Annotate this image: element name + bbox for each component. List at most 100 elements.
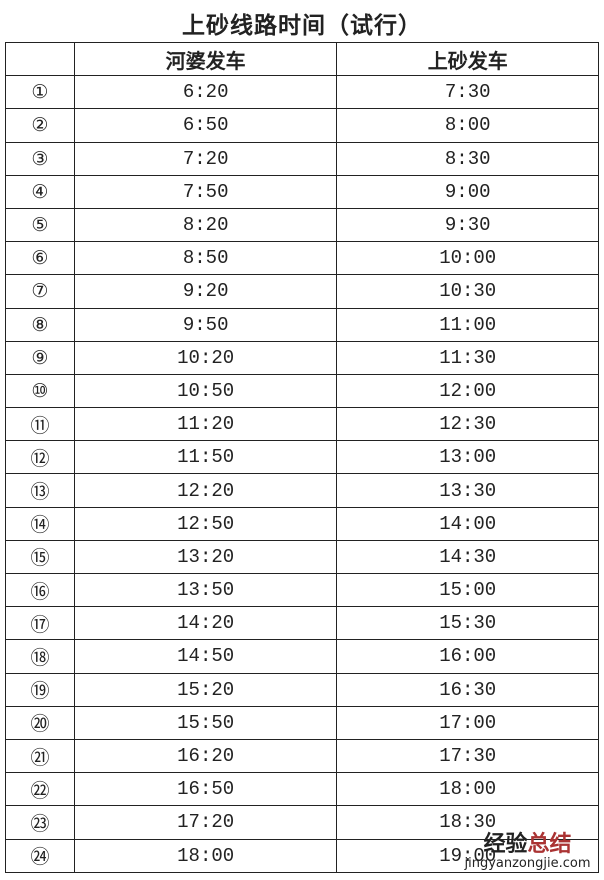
row-index: ⑥ [5, 241, 75, 276]
row-index: ⑦ [5, 274, 75, 309]
row-index: ⑱ [5, 639, 75, 674]
hepo-departure-time: 10:50 [73, 373, 338, 409]
shangsha-departure-time: 8:00 [336, 108, 599, 143]
row-index: ⑤ [5, 207, 75, 243]
hepo-departure-time: 15:20 [73, 672, 338, 707]
row-index: ⑮ [5, 539, 75, 575]
row-index: ② [5, 108, 75, 143]
hepo-departure-time: 7:20 [73, 141, 338, 176]
row-index: ⑫ [5, 440, 75, 475]
row-index: ㉓ [5, 805, 75, 840]
shangsha-departure-time: 10:00 [336, 241, 599, 276]
row-index: ⑧ [5, 307, 75, 342]
row-index: ⑲ [5, 672, 75, 707]
table-row: ③ 7:20 8:30 [5, 141, 599, 176]
shangsha-departure-time: 14:30 [336, 539, 599, 575]
header-hepo-departure: 河婆发车 [73, 41, 338, 77]
row-index: ⑭ [5, 506, 75, 541]
row-index: ⑨ [5, 340, 75, 375]
shangsha-departure-time: 14:00 [336, 506, 599, 541]
shangsha-departure-time: 11:00 [336, 307, 599, 342]
shangsha-departure-time: 18:30 [336, 805, 599, 840]
hepo-departure-time: 9:20 [73, 274, 338, 309]
shangsha-departure-time: 12:30 [336, 407, 599, 442]
table-row: ㉔ 18:00 19:00 [5, 838, 599, 873]
row-index: ⑳ [5, 705, 75, 740]
hepo-departure-time: 14:50 [73, 639, 338, 674]
hepo-departure-time: 18:00 [73, 838, 338, 873]
hepo-departure-time: 11:20 [73, 407, 338, 442]
table-row: ⑥ 8:50 10:00 [5, 241, 599, 276]
header-shangsha-departure: 上砂发车 [336, 41, 599, 77]
table-row: ② 6:50 8:00 [5, 108, 599, 143]
table-row: ⑰ 14:20 15:30 [5, 606, 599, 641]
row-index: ⑰ [5, 606, 75, 641]
shangsha-departure-time: 17:00 [336, 705, 599, 740]
hepo-departure-time: 16:50 [73, 772, 338, 807]
row-index: ㉔ [5, 838, 75, 873]
shangsha-departure-time: 13:30 [336, 473, 599, 508]
hepo-departure-time: 13:20 [73, 539, 338, 575]
row-index: ⑬ [5, 473, 75, 508]
shangsha-departure-time: 15:30 [336, 606, 599, 641]
row-index: ① [5, 75, 75, 110]
hepo-departure-time: 14:20 [73, 606, 338, 641]
table-row: ① 6:20 7:30 [5, 75, 599, 110]
hepo-departure-time: 9:50 [73, 307, 338, 342]
shangsha-departure-time: 9:30 [336, 207, 599, 243]
hepo-departure-time: 6:50 [73, 108, 338, 143]
table-row: ⑱ 14:50 16:00 [5, 639, 599, 674]
table-row: ⑨ 10:20 11:30 [5, 340, 599, 375]
table-row: ④ 7:50 9:00 [5, 174, 599, 209]
shangsha-departure-time: 19:00 [336, 838, 599, 873]
hepo-departure-time: 12:20 [73, 473, 338, 508]
shangsha-departure-time: 15:00 [336, 572, 599, 608]
shangsha-departure-time: 16:30 [336, 672, 599, 707]
hepo-departure-time: 13:50 [73, 572, 338, 608]
hepo-departure-time: 10:20 [73, 340, 338, 375]
shangsha-departure-time: 9:00 [336, 174, 599, 209]
table-row: ㉓ 17:20 18:30 [5, 805, 599, 840]
header-row: 河婆发车 上砂发车 [5, 41, 599, 77]
row-index: ㉒ [5, 772, 75, 807]
table-row: ⑪ 11:20 12:30 [5, 407, 599, 442]
hepo-departure-time: 11:50 [73, 440, 338, 475]
hepo-departure-time: 16:20 [73, 738, 338, 774]
table-row: ㉒ 16:50 18:00 [5, 772, 599, 807]
hepo-departure-time: 6:20 [73, 75, 338, 110]
shangsha-departure-time: 10:30 [336, 274, 599, 309]
shangsha-departure-time: 8:30 [336, 141, 599, 176]
table-row: ⑤ 8:20 9:30 [5, 207, 599, 243]
shangsha-departure-time: 13:00 [336, 440, 599, 475]
shangsha-departure-time: 11:30 [336, 340, 599, 375]
table-row: ⑬ 12:20 13:30 [5, 473, 599, 508]
row-index: ④ [5, 174, 75, 209]
table-row: ⑳ 15:50 17:00 [5, 705, 599, 740]
hepo-departure-time: 8:20 [73, 207, 338, 243]
row-index: ⑯ [5, 572, 75, 608]
hepo-departure-time: 15:50 [73, 705, 338, 740]
hepo-departure-time: 12:50 [73, 506, 338, 541]
header-index [5, 41, 75, 77]
table-row: ㉑ 16:20 17:30 [5, 738, 599, 774]
table-row: ⑲ 15:20 16:30 [5, 672, 599, 707]
page-title: 上砂线路时间（试行） [182, 13, 422, 39]
table-row: ⑭ 12:50 14:00 [5, 506, 599, 541]
table-row: ⑫ 11:50 13:00 [5, 440, 599, 475]
table-row: ⑮ 13:20 14:30 [5, 539, 599, 575]
hepo-departure-time: 7:50 [73, 174, 338, 209]
row-index: ㉑ [5, 738, 75, 774]
shangsha-departure-time: 12:00 [336, 373, 599, 409]
table-row: ⑧ 9:50 11:00 [5, 307, 599, 342]
table-row: ⑩ 10:50 12:00 [5, 373, 599, 409]
schedule-table: 河婆发车 上砂发车 ① 6:20 7:30 ② 6:50 8:00 ③ 7:20 8:30 ④ 7:… [5, 41, 599, 873]
table-row: ⑯ 13:50 15:00 [5, 572, 599, 608]
shangsha-departure-time: 7:30 [336, 75, 599, 110]
hepo-departure-time: 17:20 [73, 805, 338, 840]
shangsha-departure-time: 16:00 [336, 639, 599, 674]
shangsha-departure-time: 17:30 [336, 738, 599, 774]
hepo-departure-time: 8:50 [73, 241, 338, 276]
row-index: ⑩ [5, 373, 75, 409]
row-index: ③ [5, 141, 75, 176]
row-index: ⑪ [5, 407, 75, 442]
